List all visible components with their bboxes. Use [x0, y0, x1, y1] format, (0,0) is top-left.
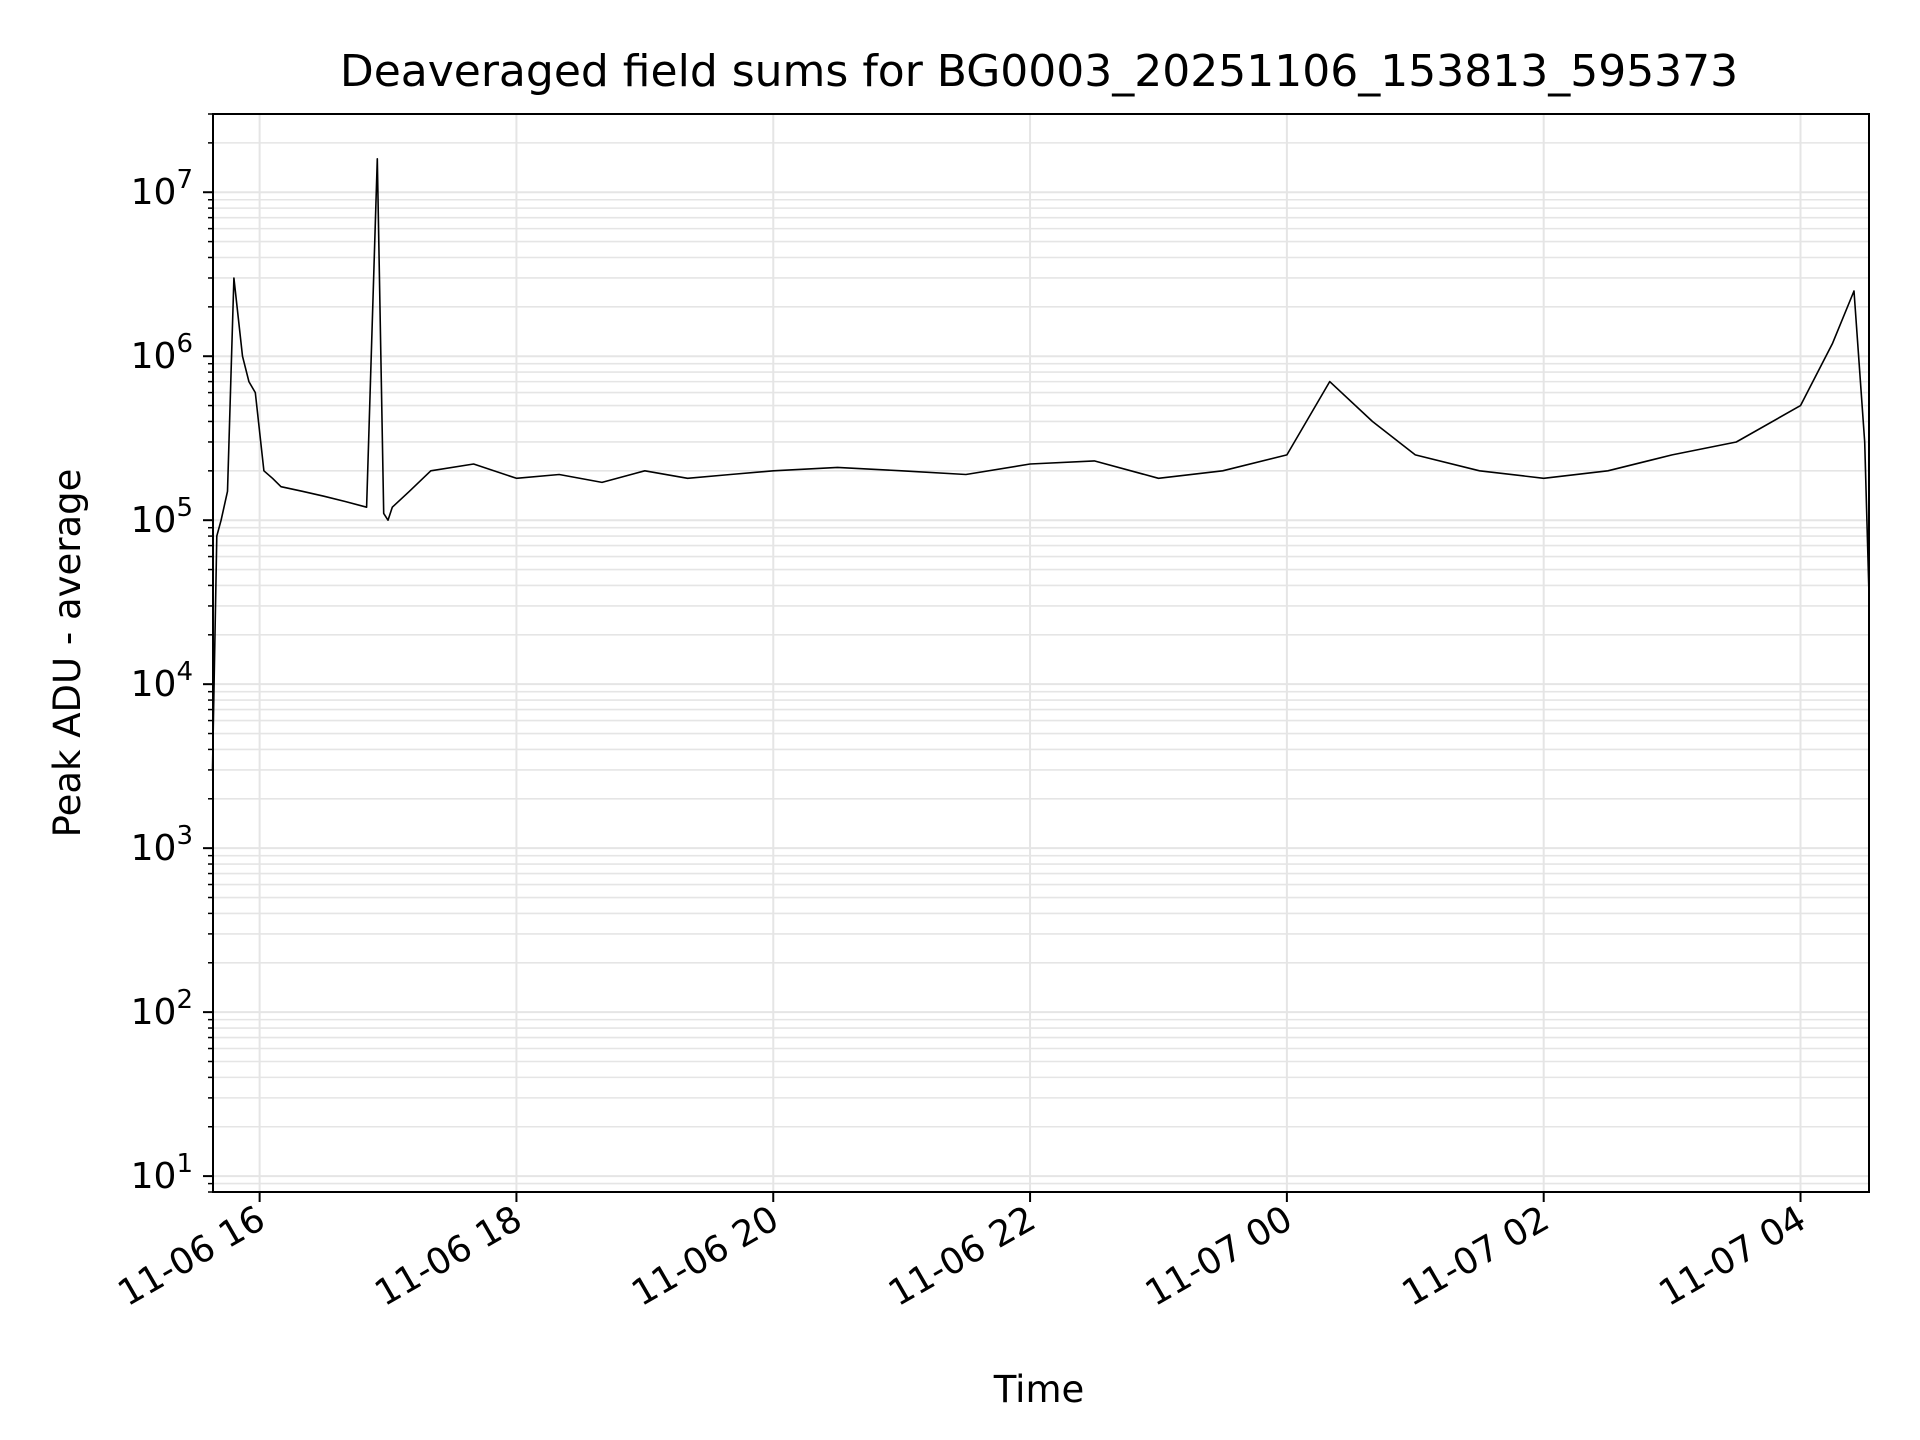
- y-tick-label: 102: [131, 985, 193, 1033]
- y-tick-label: 103: [131, 821, 193, 869]
- y-tick-label: 101: [131, 1149, 193, 1197]
- x-axis-label: Time: [993, 1368, 1085, 1411]
- y-tick-label: 106: [131, 329, 193, 377]
- y-tick-label: 104: [131, 657, 193, 705]
- y-tick-label: 107: [131, 165, 193, 213]
- y-axis-label: Peak ADU - average: [46, 469, 89, 838]
- series-line: [211, 158, 1870, 770]
- data-series: [211, 158, 1870, 770]
- plot-frame: [212, 113, 1870, 1193]
- grid-lines: [213, 113, 1869, 1193]
- y-axis: 101 102 103 104 105 106 107: [131, 113, 213, 1197]
- y-tick-label: 105: [131, 493, 193, 541]
- chart-title: Deaveraged field sums for BG0003_2025110…: [340, 46, 1738, 97]
